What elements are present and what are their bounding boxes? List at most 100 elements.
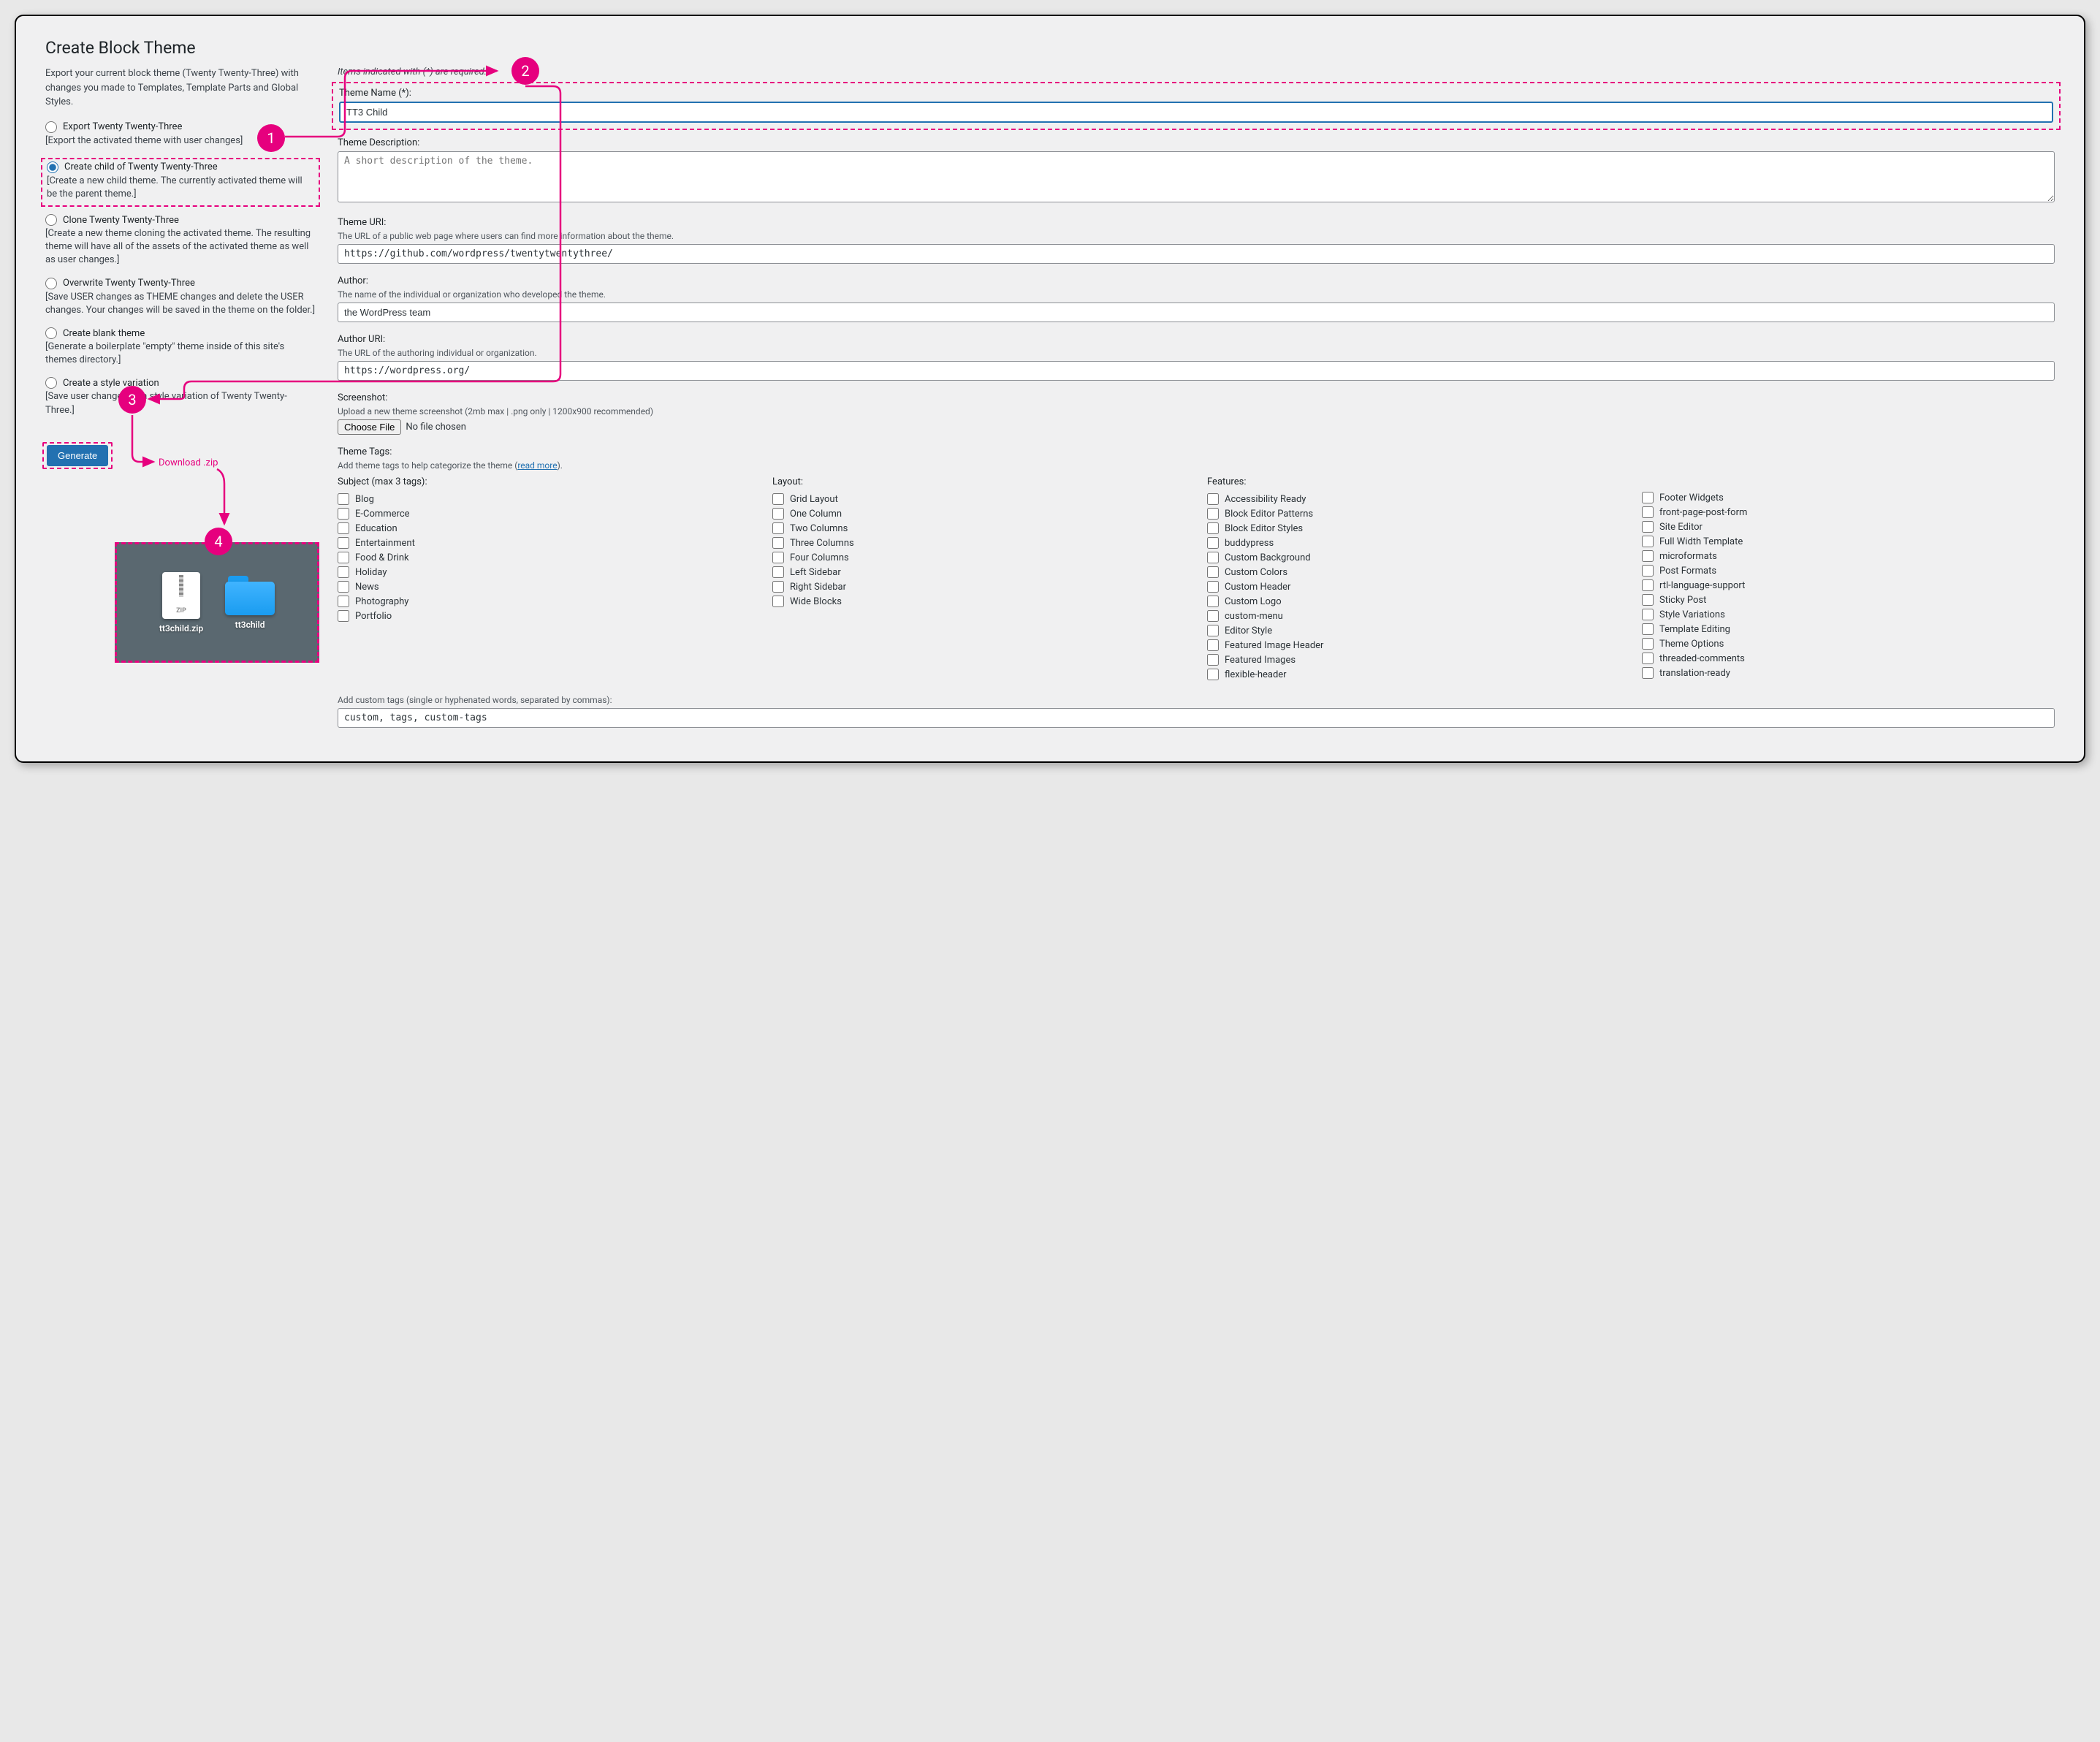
tag-checkbox-row[interactable]: Accessibility Ready (1207, 493, 1620, 505)
author-input[interactable] (338, 303, 2055, 322)
tag-checkbox-row[interactable]: Blog (338, 493, 750, 505)
tag-checkbox-row[interactable]: Editor Style (1207, 625, 1620, 636)
tag-checkbox[interactable] (1207, 552, 1219, 563)
tag-checkbox[interactable] (338, 566, 349, 578)
tag-checkbox[interactable] (1207, 508, 1219, 520)
theme-uri-input[interactable] (338, 244, 2055, 264)
tag-checkbox[interactable] (1642, 667, 1654, 679)
tag-checkbox[interactable] (772, 566, 784, 578)
tag-checkbox-row[interactable]: front-page-post-form (1642, 506, 2055, 518)
tag-checkbox-row[interactable]: E-Commerce (338, 508, 750, 520)
tag-checkbox[interactable] (1207, 654, 1219, 666)
theme-desc-input[interactable] (338, 151, 2055, 202)
tag-checkbox[interactable] (772, 508, 784, 520)
tag-checkbox-row[interactable]: Full Width Template (1642, 536, 2055, 547)
choose-file-button[interactable]: Choose File (338, 419, 401, 435)
tag-checkbox[interactable] (1207, 493, 1219, 505)
tag-checkbox[interactable] (1207, 566, 1219, 578)
tag-checkbox-row[interactable]: buddypress (1207, 537, 1620, 549)
tag-checkbox[interactable] (1642, 609, 1654, 620)
tag-checkbox[interactable] (338, 508, 349, 520)
tag-checkbox-row[interactable]: Block Editor Styles (1207, 522, 1620, 534)
radio-blank[interactable]: Create blank theme (45, 327, 316, 339)
tag-checkbox[interactable] (338, 596, 349, 607)
read-more-link[interactable]: read more (517, 460, 557, 471)
tag-checkbox-row[interactable]: One Column (772, 508, 1185, 520)
custom-tags-input[interactable] (338, 708, 2055, 728)
tag-checkbox[interactable] (1642, 492, 1654, 503)
tag-checkbox-row[interactable]: Template Editing (1642, 623, 2055, 635)
tag-checkbox-row[interactable]: Food & Drink (338, 552, 750, 563)
tag-checkbox[interactable] (772, 596, 784, 607)
tag-checkbox-row[interactable]: Footer Widgets (1642, 492, 2055, 503)
generate-button[interactable]: Generate (47, 445, 108, 466)
tag-checkbox-row[interactable]: Featured Images (1207, 654, 1620, 666)
tag-checkbox-row[interactable]: Custom Colors (1207, 566, 1620, 578)
tag-checkbox[interactable] (1207, 522, 1219, 534)
radio-clone-input[interactable] (45, 214, 57, 226)
radio-variation[interactable]: Create a style variation (45, 377, 316, 389)
tag-checkbox[interactable] (1642, 550, 1654, 562)
tag-checkbox[interactable] (338, 552, 349, 563)
tag-checkbox[interactable] (1642, 638, 1654, 650)
tag-checkbox-row[interactable]: Style Variations (1642, 609, 2055, 620)
tag-checkbox[interactable] (338, 610, 349, 622)
tag-checkbox-row[interactable]: Featured Image Header (1207, 639, 1620, 651)
tag-checkbox-row[interactable]: Wide Blocks (772, 596, 1185, 607)
tag-checkbox[interactable] (1642, 565, 1654, 577)
tag-checkbox-row[interactable]: Custom Header (1207, 581, 1620, 593)
tag-checkbox[interactable] (772, 581, 784, 593)
tag-checkbox-row[interactable]: Four Columns (772, 552, 1185, 563)
tag-checkbox-row[interactable]: Site Editor (1642, 521, 2055, 533)
tag-checkbox-row[interactable]: Three Columns (772, 537, 1185, 549)
tag-checkbox-row[interactable]: custom-menu (1207, 610, 1620, 622)
tag-checkbox[interactable] (772, 537, 784, 549)
tag-checkbox[interactable] (1207, 596, 1219, 607)
tag-checkbox[interactable] (1642, 579, 1654, 591)
tag-checkbox[interactable] (1642, 623, 1654, 635)
tag-checkbox[interactable] (772, 493, 784, 505)
tag-checkbox[interactable] (338, 537, 349, 549)
radio-blank-input[interactable] (45, 327, 57, 339)
radio-variation-input[interactable] (45, 377, 57, 389)
tag-checkbox-row[interactable]: Holiday (338, 566, 750, 578)
tag-checkbox-row[interactable]: flexible-header (1207, 669, 1620, 680)
tag-checkbox[interactable] (1642, 521, 1654, 533)
tag-checkbox[interactable] (1642, 536, 1654, 547)
author-uri-input[interactable] (338, 361, 2055, 381)
tag-checkbox-row[interactable]: Post Formats (1642, 565, 2055, 577)
radio-overwrite[interactable]: Overwrite Twenty Twenty-Three (45, 278, 316, 289)
tag-checkbox-row[interactable]: Block Editor Patterns (1207, 508, 1620, 520)
tag-checkbox-row[interactable]: Entertainment (338, 537, 750, 549)
tag-checkbox[interactable] (1207, 610, 1219, 622)
tag-checkbox[interactable] (1207, 537, 1219, 549)
tag-checkbox[interactable] (772, 522, 784, 534)
tag-checkbox-row[interactable]: Custom Background (1207, 552, 1620, 563)
tag-checkbox-row[interactable]: Left Sidebar (772, 566, 1185, 578)
tag-checkbox[interactable] (1207, 581, 1219, 593)
tag-checkbox-row[interactable]: translation-ready (1642, 667, 2055, 679)
tag-checkbox[interactable] (1642, 594, 1654, 606)
theme-name-input[interactable] (339, 102, 2053, 123)
tag-checkbox-row[interactable]: rtl-language-support (1642, 579, 2055, 591)
tag-checkbox[interactable] (338, 581, 349, 593)
tag-checkbox-row[interactable]: microformats (1642, 550, 2055, 562)
tag-checkbox[interactable] (1207, 639, 1219, 651)
tag-checkbox[interactable] (772, 552, 784, 563)
tag-checkbox-row[interactable]: Portfolio (338, 610, 750, 622)
radio-child[interactable]: Create child of Twenty Twenty-Three (47, 161, 314, 173)
radio-overwrite-input[interactable] (45, 278, 57, 289)
radio-child-input[interactable] (47, 161, 58, 173)
tag-checkbox-row[interactable]: Theme Options (1642, 638, 2055, 650)
tag-checkbox[interactable] (1207, 669, 1219, 680)
tag-checkbox-row[interactable]: Right Sidebar (772, 581, 1185, 593)
tag-checkbox[interactable] (1642, 506, 1654, 518)
tag-checkbox-row[interactable]: Custom Logo (1207, 596, 1620, 607)
tag-checkbox-row[interactable]: Photography (338, 596, 750, 607)
radio-clone[interactable]: Clone Twenty Twenty-Three (45, 214, 316, 226)
tag-checkbox[interactable] (1207, 625, 1219, 636)
tag-checkbox-row[interactable]: Two Columns (772, 522, 1185, 534)
radio-export-input[interactable] (45, 121, 57, 133)
tag-checkbox-row[interactable]: threaded-comments (1642, 653, 2055, 664)
tag-checkbox-row[interactable]: Education (338, 522, 750, 534)
